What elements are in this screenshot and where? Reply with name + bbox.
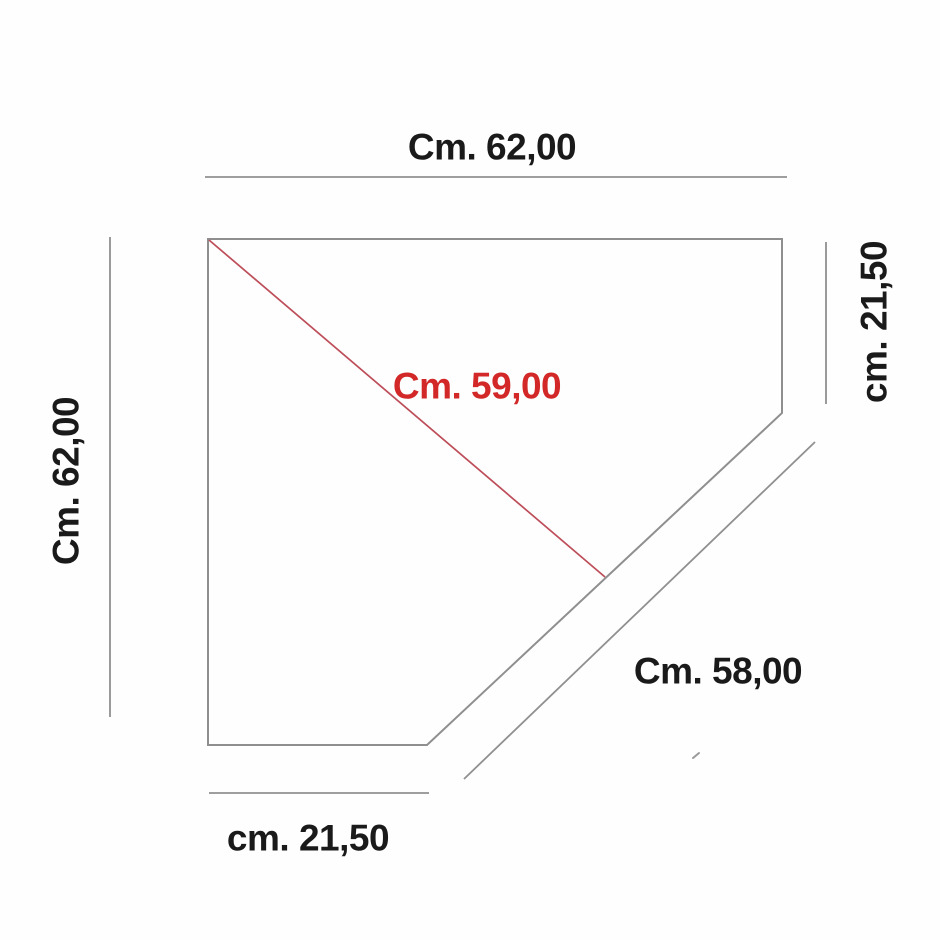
dim-label-right-depth: cm. 21,50	[853, 240, 895, 404]
dim-label-top-width: Cm. 62,00	[407, 126, 577, 168]
panel-outline	[207, 238, 783, 746]
dim-label-left-height: Cm. 62,00	[45, 396, 87, 566]
dim-line-diagonal-edge	[463, 441, 816, 780]
inner-diagonal-line	[208, 239, 606, 578]
dim-label-inner-diagonal: Cm. 59,00	[392, 365, 562, 407]
dim-label-bottom-width: cm. 21,50	[226, 817, 390, 859]
dim-label-diagonal-edge: Cm. 58,00	[633, 650, 803, 692]
stray-mark	[692, 752, 700, 759]
